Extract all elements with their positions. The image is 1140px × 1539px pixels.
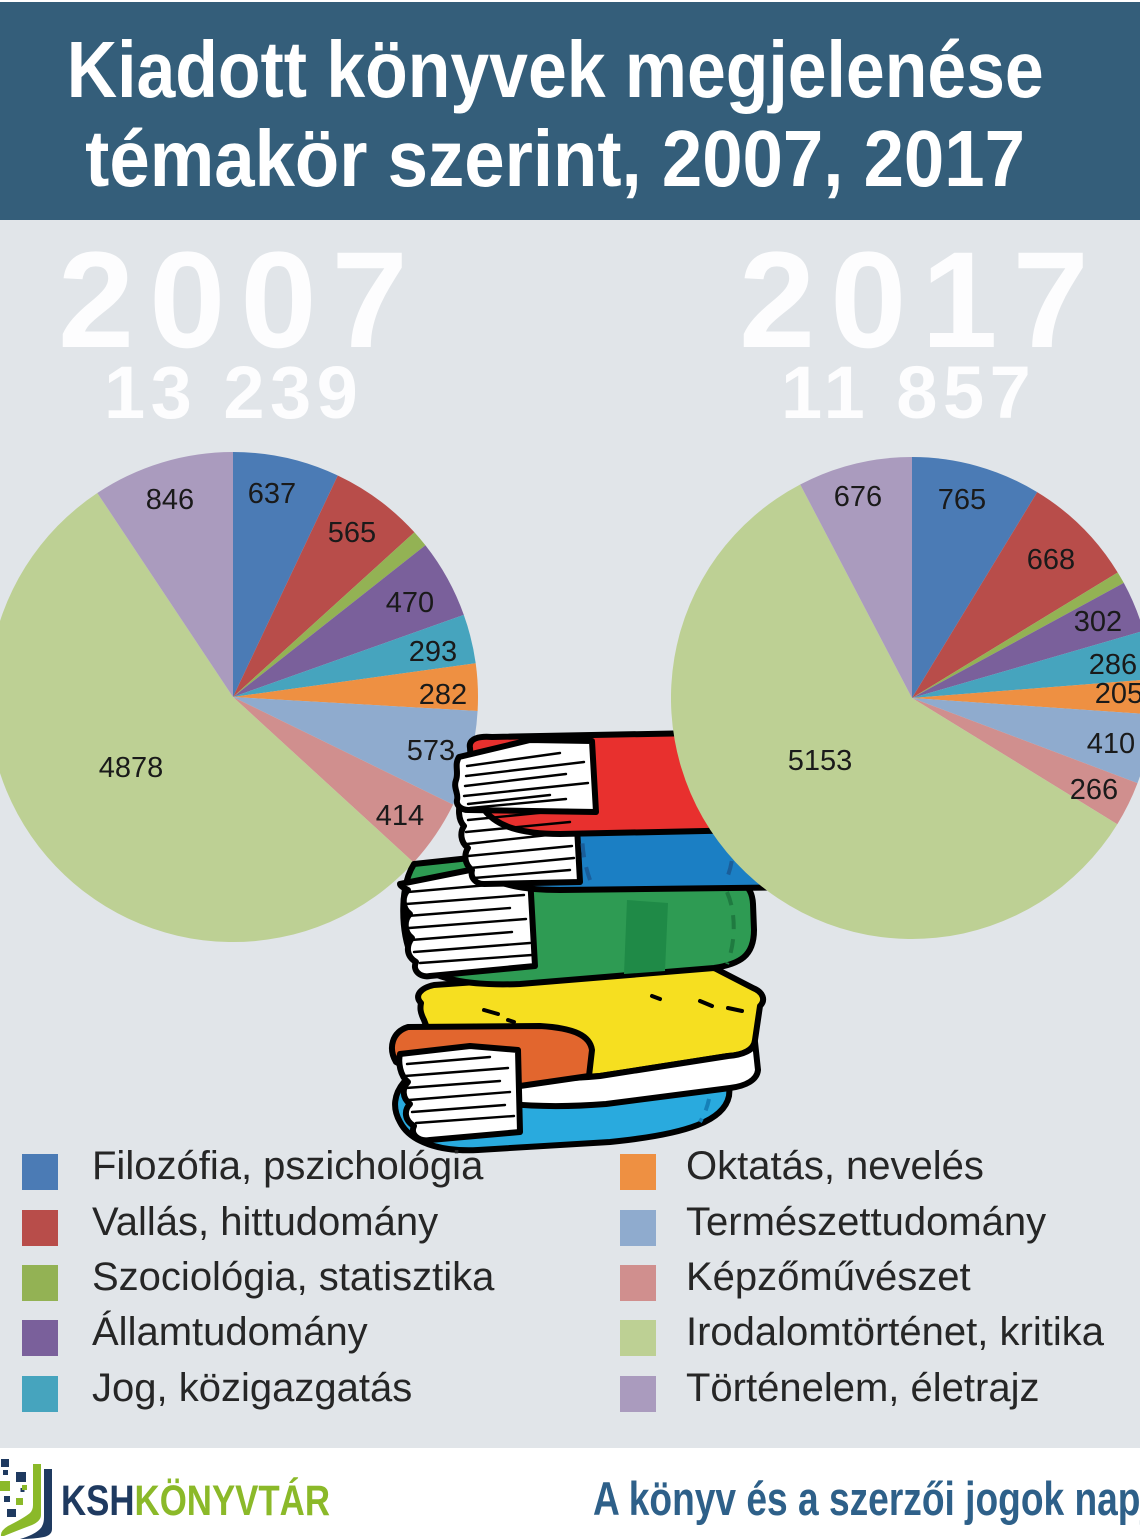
svg-text:205: 205 — [1095, 678, 1140, 710]
svg-text:282: 282 — [419, 679, 467, 711]
svg-text:573: 573 — [407, 735, 455, 767]
svg-text:676: 676 — [834, 481, 882, 513]
svg-text:5153: 5153 — [788, 745, 853, 777]
svg-text:668: 668 — [1027, 544, 1075, 576]
svg-text:302: 302 — [1074, 606, 1122, 638]
svg-text:414: 414 — [376, 800, 424, 832]
svg-text:470: 470 — [386, 587, 434, 619]
svg-text:286: 286 — [1089, 649, 1137, 681]
svg-text:565: 565 — [328, 517, 376, 549]
svg-text:4878: 4878 — [99, 752, 164, 784]
svg-text:293: 293 — [409, 636, 457, 668]
svg-text:637: 637 — [248, 478, 296, 510]
svg-text:266: 266 — [1070, 774, 1118, 806]
svg-text:765: 765 — [938, 484, 986, 516]
svg-text:846: 846 — [146, 484, 194, 516]
svg-text:410: 410 — [1087, 728, 1135, 760]
